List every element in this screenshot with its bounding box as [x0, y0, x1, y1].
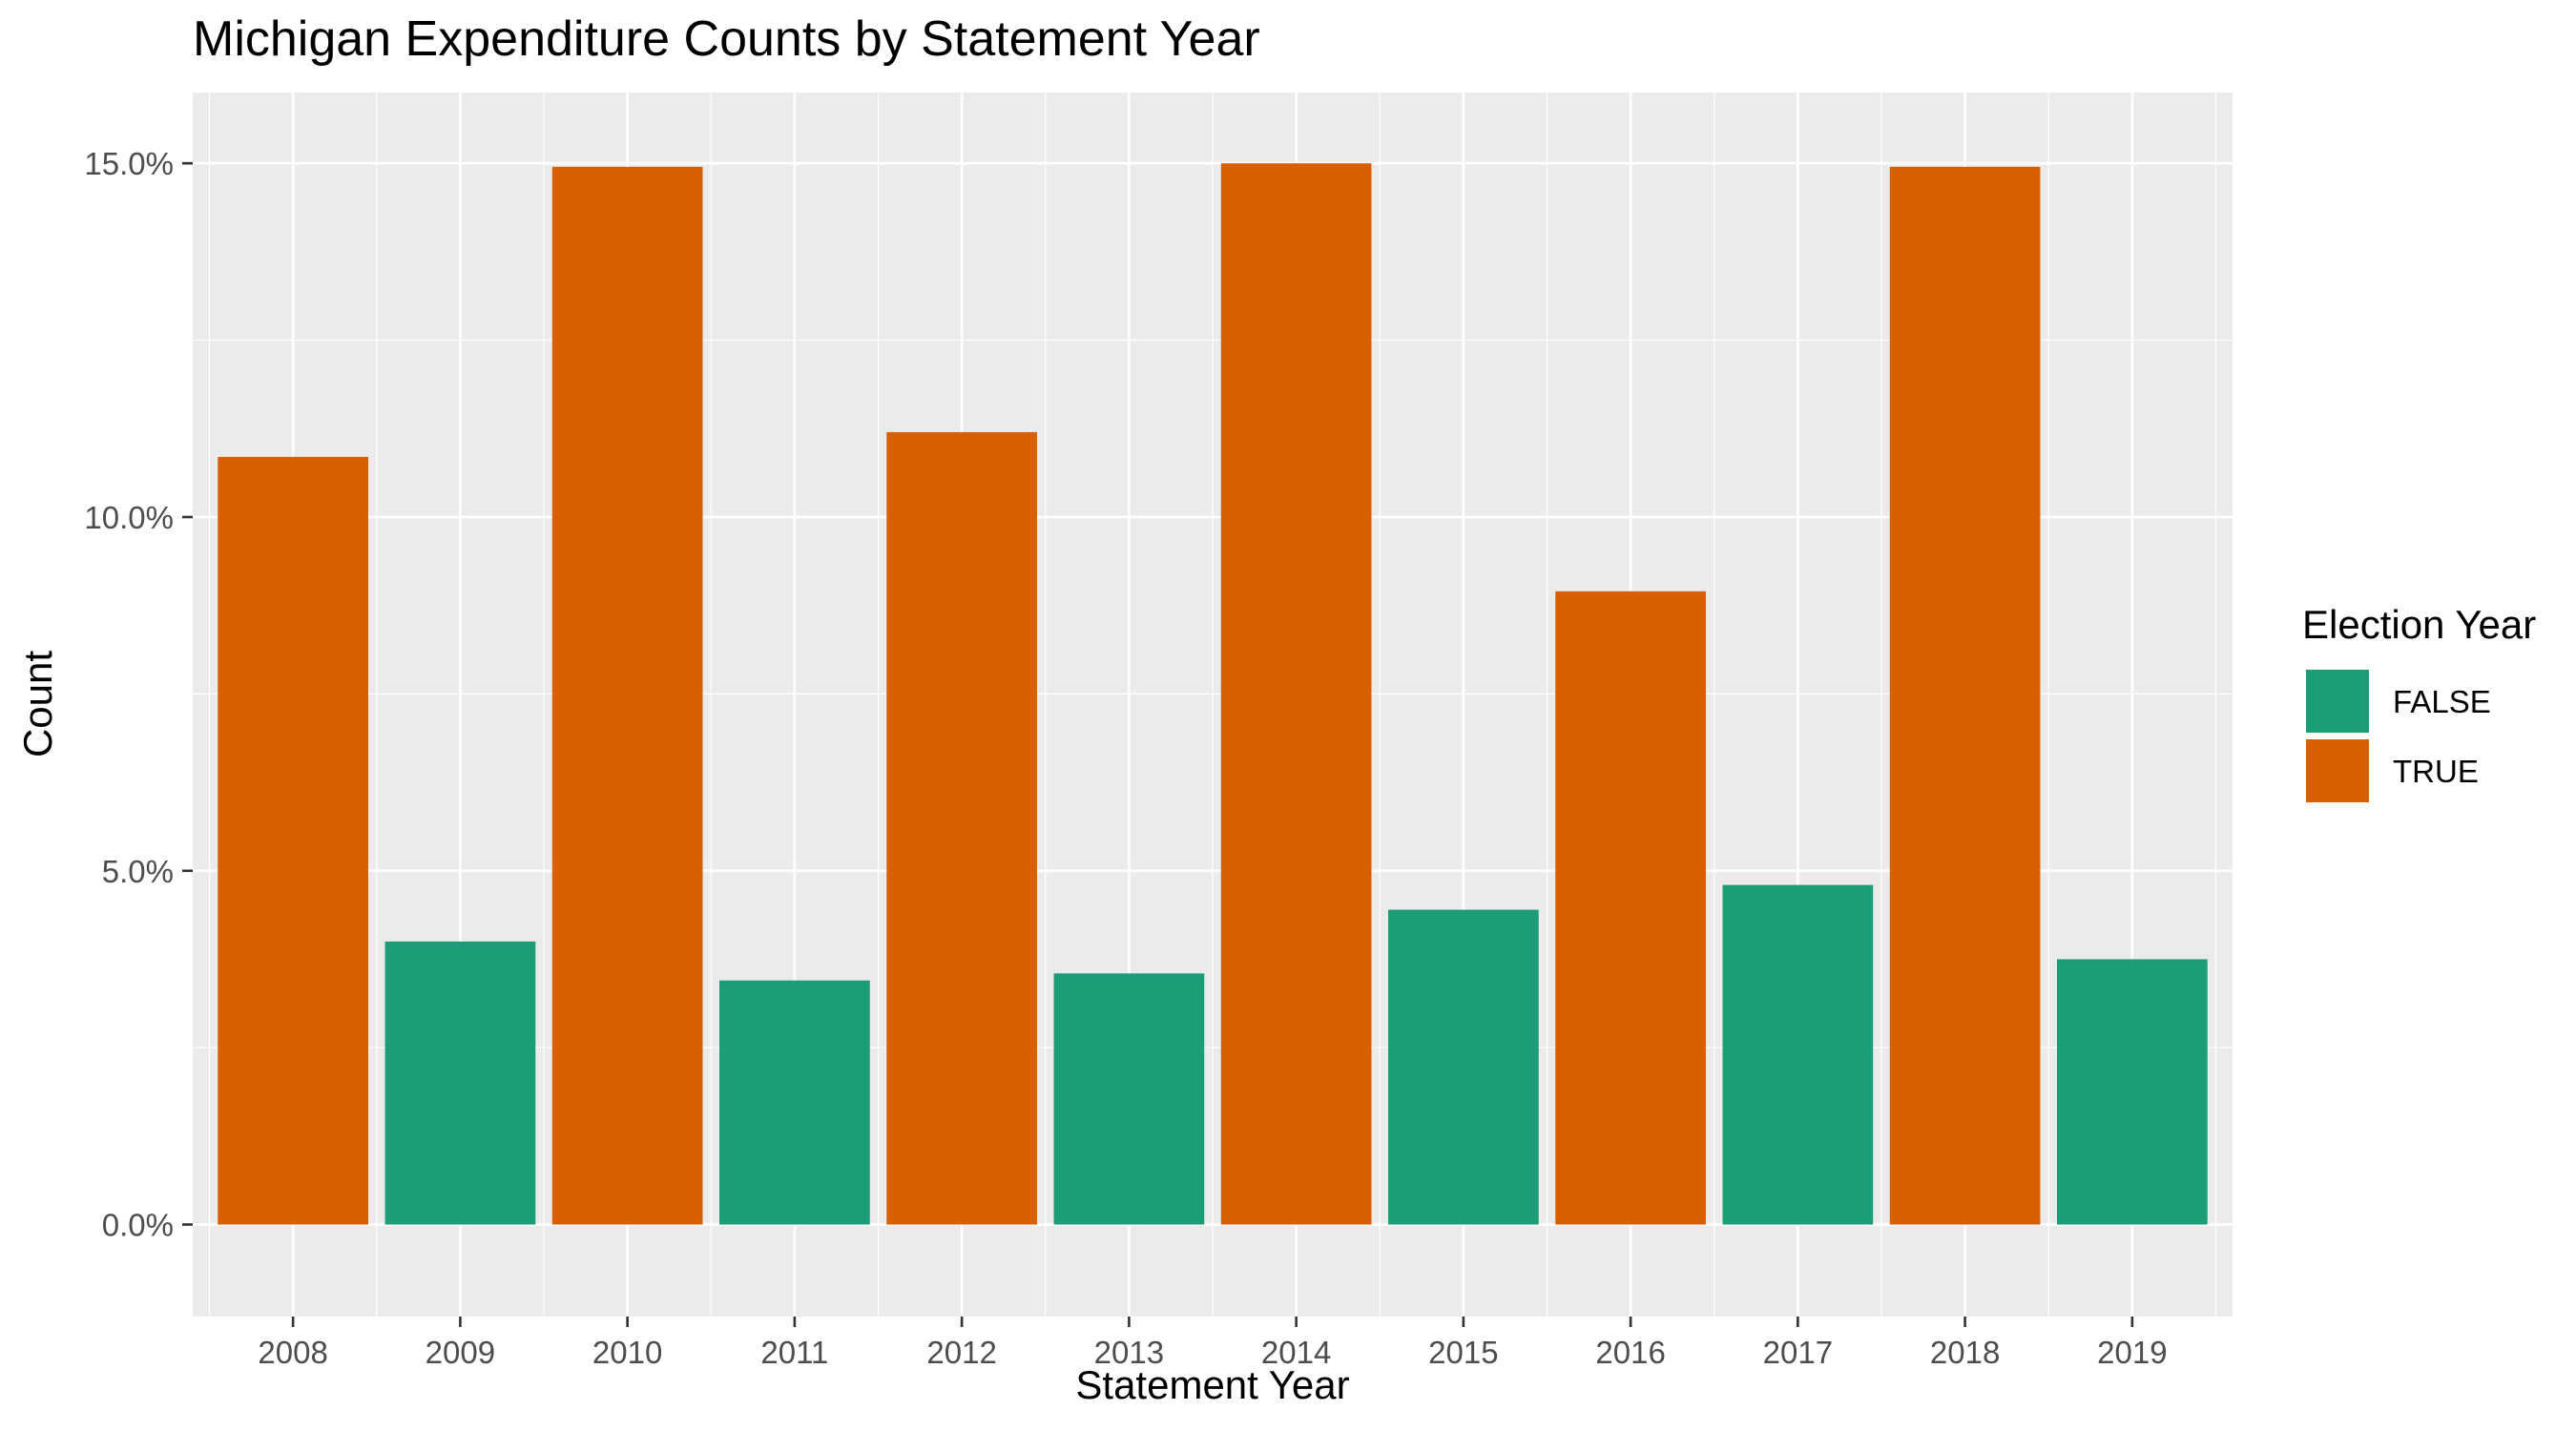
x-tick-label: 2008: [258, 1335, 327, 1370]
y-axis-title: Count: [15, 651, 60, 757]
y-axis: 0.0% 5.0% 10.0% 15.0%: [84, 146, 193, 1243]
x-tick-label: 2010: [592, 1335, 662, 1370]
y-tick-label: 15.0%: [84, 146, 174, 181]
y-tick-label: 0.0%: [102, 1208, 174, 1243]
bar-2010: [551, 166, 703, 1225]
x-tick-label: 2012: [926, 1335, 996, 1370]
chart-title: Michigan Expenditure Counts by Statement…: [193, 11, 1260, 67]
bar-2015: [1388, 909, 1539, 1225]
x-axis: 2008 2009 2010 2011 2012 2013 2014 2015 2016 2017…: [258, 1317, 2168, 1370]
x-tick-label: 2016: [1595, 1335, 1665, 1370]
bar-2009: [384, 941, 536, 1225]
x-axis-title: Statement Year: [1075, 1362, 1349, 1407]
legend-label-false: FALSE: [2393, 684, 2491, 719]
x-tick-label: 2017: [1763, 1335, 1833, 1370]
x-tick-label: 2015: [1428, 1335, 1498, 1370]
x-tick-label: 2009: [426, 1335, 495, 1370]
y-tick-label: 10.0%: [84, 500, 174, 535]
legend-key-true: [2306, 739, 2369, 802]
bar-2011: [719, 980, 870, 1225]
bar-2016: [1555, 591, 1706, 1225]
legend-label-true: TRUE: [2393, 754, 2479, 789]
bar-2014: [1220, 163, 1372, 1225]
bar-2013: [1053, 973, 1205, 1225]
x-tick-label: 2018: [1930, 1335, 2000, 1370]
x-tick-label: 2019: [2097, 1335, 2167, 1370]
legend-title: Election Year: [2302, 602, 2536, 647]
bar-2008: [218, 456, 369, 1225]
x-tick-label: 2014: [1261, 1335, 1331, 1370]
bar-2019: [2056, 959, 2208, 1225]
legend: Election Year FALSE TRUE: [2302, 602, 2536, 802]
bar-2018: [1889, 166, 2041, 1225]
x-tick-label: 2013: [1094, 1335, 1164, 1370]
y-tick-label: 5.0%: [102, 854, 174, 889]
bars: [218, 163, 2208, 1225]
bar-2012: [886, 431, 1037, 1225]
legend-key-false: [2306, 670, 2369, 733]
x-tick-label: 2011: [760, 1335, 828, 1370]
bar-2017: [1722, 884, 1874, 1225]
